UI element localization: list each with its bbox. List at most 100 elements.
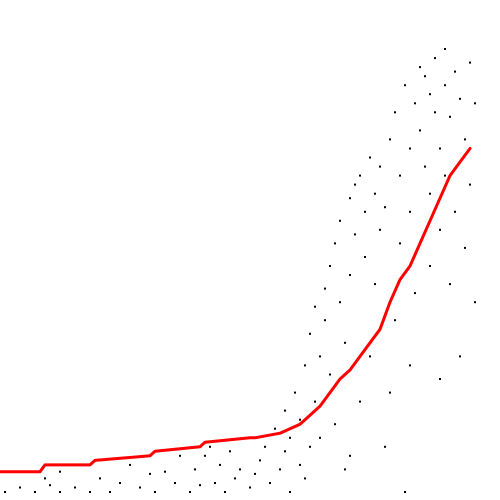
scatter-point bbox=[229, 450, 231, 453]
scatter-point bbox=[444, 84, 446, 87]
scatter-point bbox=[214, 482, 216, 484]
scatter-point bbox=[299, 463, 301, 466]
scatter-point bbox=[369, 355, 371, 358]
scatter-point bbox=[354, 183, 356, 186]
scatter-point bbox=[324, 287, 326, 290]
scatter-point bbox=[44, 477, 46, 480]
scatter-point bbox=[389, 391, 391, 394]
scatter-point bbox=[434, 111, 436, 114]
scatter-point bbox=[349, 454, 351, 457]
scatter-point bbox=[74, 486, 76, 489]
trend-line bbox=[0, 147, 472, 474]
scatter-point bbox=[409, 210, 411, 213]
scatter-point bbox=[119, 482, 121, 484]
scatter-point bbox=[314, 305, 316, 308]
scatter-point bbox=[249, 486, 251, 489]
scatter-point bbox=[239, 468, 241, 471]
scatter-point bbox=[324, 319, 326, 322]
scatter-point bbox=[439, 228, 441, 231]
scatter-point bbox=[419, 129, 421, 132]
scatter-point bbox=[329, 373, 331, 376]
scatter-point bbox=[204, 454, 206, 457]
scatter-point bbox=[354, 233, 356, 236]
scatter-point bbox=[469, 61, 471, 64]
scatter-point bbox=[264, 445, 266, 448]
scatter-point bbox=[409, 364, 411, 367]
scatter-point bbox=[194, 468, 196, 471]
scatter-point bbox=[449, 283, 451, 286]
scatter-point bbox=[449, 115, 451, 118]
scatter-point bbox=[414, 292, 416, 295]
scatter-point bbox=[424, 75, 426, 78]
scatter-point bbox=[429, 265, 431, 267]
scatter-point bbox=[369, 156, 371, 159]
scatter-point bbox=[109, 491, 111, 493]
scatter-point bbox=[389, 138, 391, 141]
scatter-point bbox=[89, 491, 91, 493]
scatter-point bbox=[284, 450, 286, 453]
scatter-point bbox=[429, 192, 431, 195]
scatter-point bbox=[304, 364, 306, 367]
scatter-point bbox=[359, 174, 361, 177]
scatter-point bbox=[299, 418, 301, 421]
scatter-point bbox=[174, 482, 176, 484]
scatter-point bbox=[334, 423, 336, 426]
scatter-point bbox=[379, 165, 381, 168]
scatter-point bbox=[374, 283, 376, 286]
scatter-point bbox=[474, 102, 476, 105]
scatter-point bbox=[349, 274, 351, 276]
scatter-point bbox=[364, 210, 366, 213]
scatter-point bbox=[319, 436, 321, 439]
scatter-point bbox=[444, 48, 446, 50]
scatter-point bbox=[334, 242, 336, 245]
scatter-point bbox=[259, 459, 261, 462]
scatter-point bbox=[349, 197, 351, 200]
scatter-point bbox=[329, 265, 331, 267]
scatter-point bbox=[399, 242, 401, 245]
scatter-point bbox=[4, 491, 6, 493]
scatter-point bbox=[384, 206, 386, 209]
scatter-point bbox=[274, 427, 276, 430]
scatter-point bbox=[469, 183, 471, 186]
scatter-point bbox=[224, 491, 226, 493]
scatter-point bbox=[394, 111, 396, 114]
scatter-point bbox=[379, 228, 381, 231]
scatter-point bbox=[374, 192, 376, 195]
scatter-point bbox=[464, 246, 466, 249]
scatter-point bbox=[419, 66, 421, 69]
scatter-point bbox=[294, 391, 296, 394]
scatter-point bbox=[289, 491, 291, 493]
scatter-point bbox=[179, 454, 181, 457]
scatter-point bbox=[129, 463, 131, 466]
scatter-point bbox=[474, 301, 476, 304]
scatter-point bbox=[304, 477, 306, 480]
scatter-point bbox=[309, 445, 311, 448]
scatter-point bbox=[319, 355, 321, 358]
scatter-point bbox=[384, 445, 386, 448]
scatter-point bbox=[439, 147, 441, 150]
scatter-point bbox=[289, 436, 291, 439]
scatter-point bbox=[59, 491, 61, 493]
scatter-point bbox=[34, 491, 36, 493]
scatter-point bbox=[464, 138, 466, 141]
scatter-point bbox=[59, 470, 61, 473]
scatter-point bbox=[309, 332, 311, 335]
scatter-point bbox=[189, 491, 191, 493]
scatter-point bbox=[269, 482, 271, 484]
scatter-point bbox=[359, 400, 361, 403]
scatter-point bbox=[154, 491, 156, 493]
scatter-point bbox=[19, 486, 21, 489]
scatter-point bbox=[424, 165, 426, 168]
scatter-point bbox=[149, 472, 151, 475]
scatter-point bbox=[219, 463, 221, 466]
scatter-point bbox=[409, 147, 411, 150]
scatter-point bbox=[454, 210, 456, 213]
scatter-point bbox=[284, 409, 286, 412]
scatter-point bbox=[199, 484, 201, 487]
scatter-point bbox=[444, 174, 446, 177]
scatter-point bbox=[339, 219, 341, 222]
scatter-point bbox=[279, 468, 281, 471]
scatter-point bbox=[434, 57, 436, 60]
scatter-point bbox=[234, 477, 236, 480]
